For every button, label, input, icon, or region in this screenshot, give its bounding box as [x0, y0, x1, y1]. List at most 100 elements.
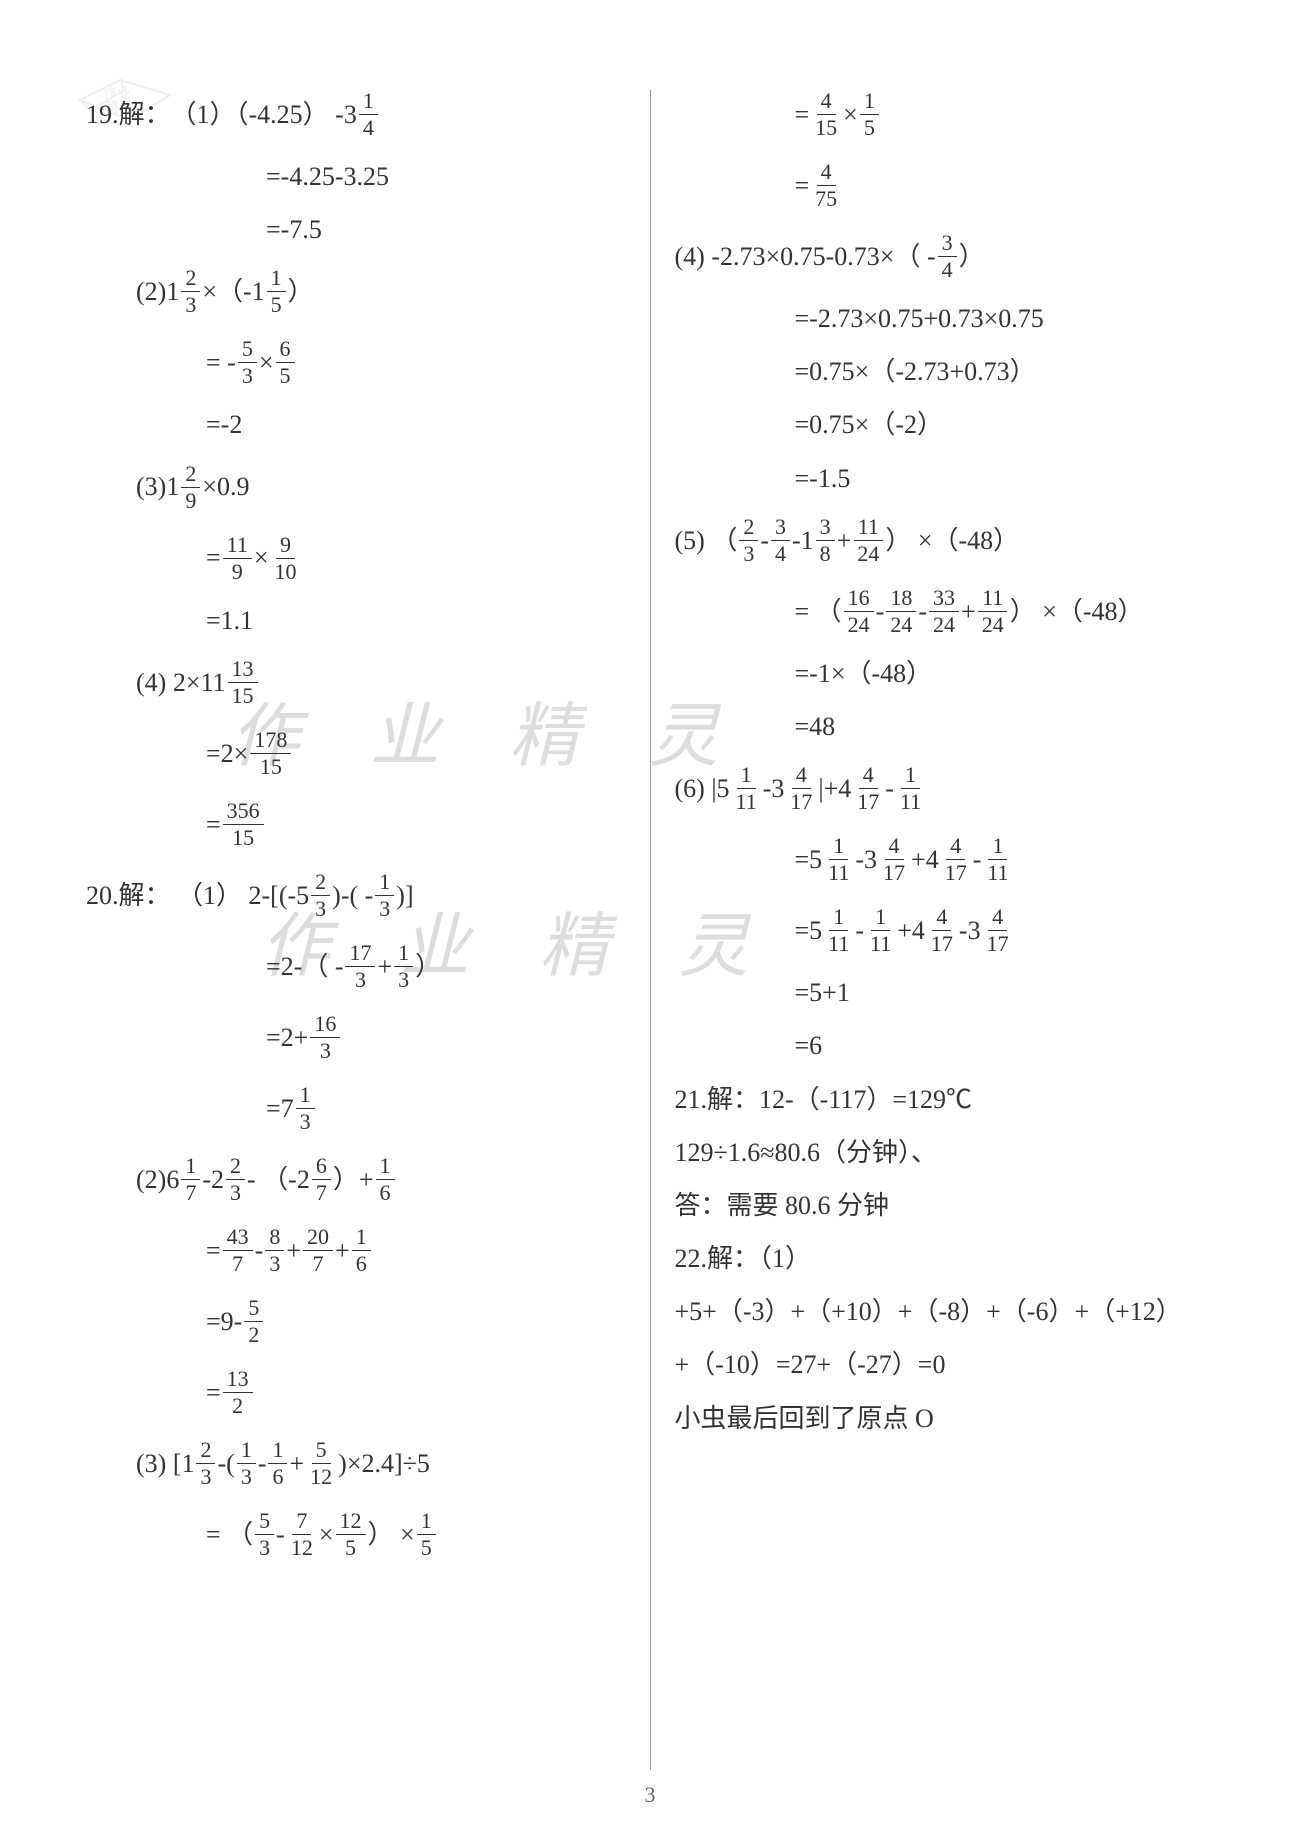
math-line: = （ 1624 - 1824 - 3324 + 1124 ） ×（-48） [675, 587, 1215, 636]
text-run: =-1×（-48） [795, 658, 933, 689]
math-line: = 5111 - 3417 + 4417 - 111 [675, 835, 1215, 884]
fraction: 417 [786, 764, 816, 813]
text-run: × [843, 99, 858, 130]
text-run: - [855, 915, 864, 946]
math-line: 129÷1.6≈80.6（分钟）、 [675, 1137, 1215, 1168]
text-run: （1）（-4.25） - [171, 99, 344, 130]
text-run: (2) [136, 276, 166, 307]
text-run: 22.解：（1） [675, 1243, 812, 1274]
fraction: 29 [181, 463, 200, 512]
mixed-number-int: 4 [912, 915, 925, 946]
text-run: - [255, 1235, 264, 1266]
fraction: 13 [237, 1439, 256, 1488]
text-run: - [876, 596, 885, 627]
text-run: +（-10）=27+（-27）=0 [675, 1349, 946, 1380]
text-run: (3) [136, 471, 166, 502]
text-run: (3) [ [136, 1448, 181, 1479]
fraction: 35615 [223, 800, 264, 849]
fraction: 1124 [978, 587, 1008, 636]
fraction: 23 [181, 267, 200, 316]
math-line: = 437 - 83 + 207 + 16 [86, 1226, 626, 1275]
math-line: = 5111 - 111 + 4417 - 3417 [675, 906, 1215, 955]
fraction: 13 [296, 1084, 315, 1133]
fraction: 14 [359, 90, 378, 139]
mixed-number-int: 1 [801, 525, 814, 556]
text-run: - [885, 773, 894, 804]
text-run: =-4.25-3.25 [266, 161, 389, 192]
math-line: =-4.25-3.25 [86, 161, 626, 192]
fraction: 111 [824, 835, 853, 884]
text-run: × [319, 1519, 334, 1550]
fraction: 475 [811, 161, 841, 210]
text-run: =6 [795, 1030, 823, 1061]
left-column: 19.解：（1）（-4.25） -314=-4.25-3.25=-7.5(2) … [70, 90, 650, 1770]
text-run: = [206, 809, 221, 840]
text-run: =0.75×（-2.73+0.73） [795, 356, 1036, 387]
text-run: (4) -2.73×0.75-0.73×（ - [675, 241, 936, 272]
fraction: 53 [255, 1510, 274, 1559]
fraction: 1824 [886, 587, 916, 636]
math-line: =-2 [86, 409, 626, 440]
text-run: =-7.5 [266, 214, 322, 245]
text-run: = [795, 170, 810, 201]
fraction: 132 [223, 1368, 253, 1417]
text-run: = [795, 844, 810, 875]
text-run: + [377, 951, 392, 982]
text-run: - [760, 525, 769, 556]
text-run: = [795, 915, 810, 946]
math-line: (4) 2× 111315 [86, 658, 626, 707]
fraction: 111 [824, 906, 853, 955]
math-line: 19.解：（1）（-4.25） -314 [86, 90, 626, 139]
mixed-number-int: 5 [717, 773, 730, 804]
mixed-number-int: 3 [864, 844, 877, 875]
fraction: 1124 [853, 516, 883, 565]
fraction: 23 [196, 1439, 215, 1488]
math-line: =6 [675, 1030, 1215, 1061]
text-run: = [266, 1093, 281, 1124]
mixed-number-int: 3 [344, 99, 357, 130]
fraction: 1315 [228, 658, 258, 707]
math-line: (6) | 5111 - 3417 |+ 4417 - 111 [675, 764, 1215, 813]
text-run: (6) | [675, 773, 717, 804]
text-run: 19.解： [86, 99, 171, 130]
text-run: 小虫最后回到了原点 O [675, 1403, 934, 1434]
text-run: - [973, 844, 982, 875]
fraction: 52 [244, 1297, 263, 1346]
text-run: + [286, 1235, 301, 1266]
fraction: 1624 [844, 587, 874, 636]
fraction: 111 [983, 835, 1012, 884]
fraction: 16 [268, 1439, 287, 1488]
math-line: =48 [675, 711, 1215, 742]
fraction: 163 [310, 1013, 340, 1062]
math-line: =-1×（-48） [675, 658, 1215, 689]
fraction: 23 [226, 1155, 245, 1204]
fraction: 23 [311, 871, 330, 920]
text-run: (2) [136, 1164, 166, 1195]
mixed-number-int: 6 [166, 1164, 179, 1195]
text-run: - （ [247, 1164, 288, 1195]
text-run: +5+（-3）+（+10）+（-8）+（-6）+（+12） [675, 1296, 1182, 1327]
text-run: =2-（ - [266, 951, 343, 982]
text-run: = [206, 1377, 221, 1408]
page: 作业 精灵 作 业 精 灵 作 业 精 灵 19.解：（1）（-4.25） -3… [0, 0, 1300, 1838]
text-run: = （ [795, 596, 842, 627]
text-run: )-( - [332, 880, 373, 911]
fraction: 15 [860, 90, 879, 139]
math-line: = 713 [86, 1084, 626, 1133]
fraction: 16 [376, 1155, 395, 1204]
math-line: =-1.5 [675, 463, 1215, 494]
mixed-number-int: 3 [968, 915, 981, 946]
fraction: 3324 [929, 587, 959, 636]
text-run: ） [288, 276, 314, 307]
text-run: =9- [206, 1306, 242, 1337]
fraction: 34 [938, 232, 957, 281]
text-run: ） [415, 951, 441, 982]
math-line: =2-（ - 173 + 13 ） [86, 942, 626, 991]
text-run: =0.75×（-2） [795, 409, 944, 440]
math-line: 小虫最后回到了原点 O [675, 1403, 1215, 1434]
right-column: = 415 × 15= 475(4) -2.73×0.75-0.73×（ - 3… [651, 90, 1231, 1770]
mixed-number-int: 1 [166, 471, 179, 502]
text-run: ）+ [333, 1164, 374, 1195]
fraction: 17 [181, 1155, 200, 1204]
math-line: =2× 17815 [86, 729, 626, 778]
